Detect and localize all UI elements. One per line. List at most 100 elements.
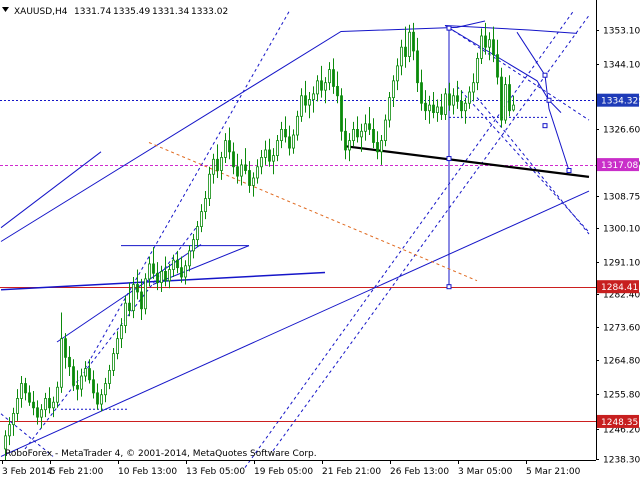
candle-body-32 (132, 284, 135, 312)
trendline-8 (444, 25, 578, 34)
price-label-1: 1317.08 (601, 161, 638, 171)
candle-body-123 (496, 54, 499, 78)
candle-body-8 (36, 407, 39, 418)
candle-body-1 (8, 424, 11, 437)
candle-body-33 (136, 284, 139, 293)
line-markers (446, 25, 572, 290)
candle-body-97 (392, 80, 395, 99)
trendline-3 (0, 190, 590, 457)
candle-body-14 (60, 338, 63, 388)
candle-body-93 (376, 142, 379, 153)
candle-body-51 (208, 173, 211, 199)
candle-body-95 (384, 119, 387, 142)
candle-body-89 (360, 130, 363, 138)
candle-body-31 (128, 302, 131, 312)
candle-body-41 (168, 269, 171, 282)
candle-body-66 (268, 149, 271, 162)
y-tick-label-0: 1353.10 (603, 27, 640, 37)
candle-body-127 (512, 104, 515, 111)
candle-body-73 (296, 115, 299, 136)
candle-body-98 (396, 65, 399, 82)
candle-body-99 (400, 46, 403, 67)
candle-body-49 (200, 211, 203, 227)
candle-body-105 (424, 102, 427, 112)
candle-body-108 (436, 106, 439, 113)
trendline-21 (148, 142, 478, 282)
x-tick-label-5: 21 Feb 21:00 (322, 467, 381, 477)
candle-body-69 (280, 129, 283, 142)
price-labels: 1334.32 1317.08 1284.41 1248.35 (597, 93, 639, 428)
candle-body-110 (444, 93, 447, 115)
candle-body-63 (256, 166, 259, 179)
candle-body-81 (328, 69, 331, 84)
candle-body-78 (316, 80, 319, 95)
candle-body-86 (348, 140, 351, 151)
candle-body-126 (508, 84, 511, 112)
candle-body-7 (32, 401, 35, 409)
y-tick-label-8: 1282.40 (603, 291, 640, 301)
triangle-down-icon (2, 7, 9, 12)
copyright-text: RoboForex - MetaTrader 4, © 2001-2014, M… (5, 449, 317, 459)
x-tick-label-2: 10 Feb 13:00 (118, 467, 177, 477)
x-tick-label-1: 5 Feb 21:00 (50, 467, 104, 477)
symbol-label: XAUUSD,H4 (14, 7, 68, 17)
y-tick-label-5: 1308.75 (603, 193, 640, 203)
candle-body-26 (108, 370, 111, 384)
candle-body-54 (220, 157, 223, 171)
candle-body-87 (352, 129, 355, 142)
candle-body-39 (160, 271, 163, 284)
candle-body-64 (260, 157, 263, 168)
y-tick-label-10: 1264.80 (603, 357, 640, 367)
candle-body-27 (112, 353, 115, 371)
candle-body-101 (408, 31, 411, 57)
candle-body-44 (180, 267, 183, 278)
marker-2 (446, 284, 452, 290)
y-tick-label-12: 1246.20 (603, 426, 640, 436)
trendline-14 (24, 226, 198, 450)
trendline-2 (0, 271, 326, 291)
x-tick-label-0: 3 Feb 2014 (2, 467, 53, 477)
y-tick-label-11: 1255.80 (603, 391, 640, 401)
y-tick-label-1: 1344.10 (603, 61, 640, 71)
marker-5 (542, 123, 548, 129)
candle-body-40 (164, 271, 167, 282)
candle-body-0 (4, 435, 7, 450)
candle-body-35 (144, 278, 147, 310)
candle-body-4 (20, 383, 23, 399)
price-label-box-0 (597, 93, 639, 107)
candle-body-85 (344, 130, 347, 151)
candle-body-24 (100, 394, 103, 405)
candle-body-118 (476, 58, 479, 84)
candle-body-23 (96, 392, 99, 405)
candle-body-83 (336, 86, 339, 97)
candle-body-48 (196, 226, 199, 241)
candle-body-15 (64, 338, 67, 358)
candle-body-92 (372, 129, 375, 143)
candle-body-55 (224, 140, 227, 158)
candle-body-71 (288, 136, 291, 149)
candle-body-80 (324, 82, 327, 91)
candle-body-58 (236, 166, 239, 177)
candle-body-88 (356, 129, 359, 138)
price-label-0: 1334.32 (601, 97, 638, 107)
candle-body-25 (104, 383, 107, 396)
candle-body-56 (228, 140, 231, 153)
candle-body-112 (452, 95, 455, 106)
candle-body-59 (240, 164, 243, 177)
trendline-9 (444, 25, 562, 113)
candle-body-16 (68, 356, 71, 368)
candle-body-10 (44, 398, 47, 411)
marker-6 (566, 168, 572, 174)
price-label-2: 1284.41 (601, 283, 638, 293)
candle-body-9 (40, 409, 43, 418)
candle-body-38 (156, 272, 159, 284)
candle-body-74 (300, 95, 303, 117)
candle-body-117 (472, 82, 475, 93)
marker-1 (446, 156, 452, 162)
ohlc-close: 1333.02 (191, 7, 228, 17)
candle-body-109 (440, 106, 443, 115)
candle-body-79 (320, 80, 323, 91)
candle-body-62 (252, 177, 255, 186)
candle-body-72 (292, 134, 295, 149)
